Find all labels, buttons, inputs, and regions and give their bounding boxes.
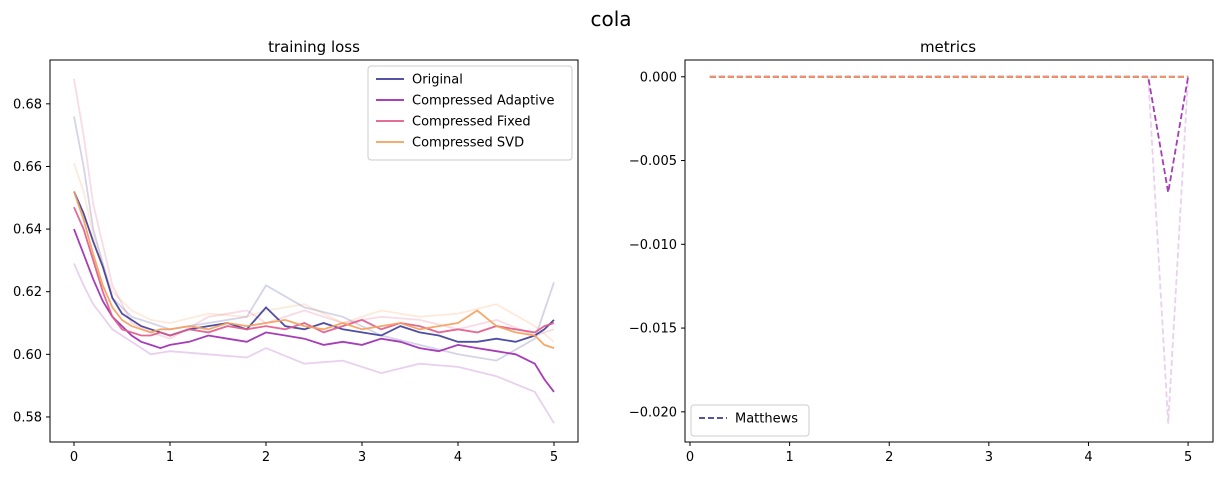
training-loss-shadow-line-3: [73, 163, 555, 343]
training-loss-series-line-0: [73, 191, 555, 343]
training-loss-legend-box: [367, 65, 573, 161]
training-loss-ytick-label: 0.68: [13, 97, 42, 112]
metrics-axes-frame: [684, 59, 1214, 443]
training-loss-ytick-label: 0.60: [13, 348, 42, 363]
training-loss-xtick-label: 1: [166, 450, 174, 465]
metrics-title: metrics: [920, 38, 976, 56]
training-loss-xtick-label: 3: [358, 450, 366, 465]
metrics-shadow-line-0: [1147, 76, 1189, 424]
training-loss-series-line-2: [73, 206, 555, 337]
training-loss-ytick-label: 0.62: [13, 285, 42, 300]
metrics-series-line-1: [709, 75, 1189, 193]
training-loss-legend-label: Original: [412, 73, 463, 88]
training-loss-series-line-3: [73, 191, 555, 349]
training-loss-shadow-line-1: [73, 263, 555, 424]
metrics-ytick-label: −0.015: [629, 322, 677, 337]
metrics-xtick-label: 0: [686, 450, 694, 465]
training-loss-title: training loss: [268, 38, 360, 56]
metrics-xtick-label: 4: [1084, 450, 1092, 465]
training-loss-xtick-label: 2: [262, 450, 270, 465]
metrics-xtick-label: 1: [785, 450, 793, 465]
metrics-xtick-label: 3: [985, 450, 993, 465]
metrics-ytick-label: −0.020: [629, 405, 677, 420]
training-loss-legend-label: Compressed Fixed: [412, 115, 531, 130]
metrics-ytick-label: −0.005: [629, 154, 677, 169]
metrics-panel: metrics 0 1 2 3 4 5 0.000 −0.005 −0.010 −0.015 −0.…: [629, 38, 1214, 465]
metrics-ytick-label: 0.000: [640, 70, 677, 85]
metrics-xtick-label: 5: [1184, 450, 1192, 465]
metrics-xtick-label: 2: [885, 450, 893, 465]
training-loss-xtick-label: 4: [454, 450, 462, 465]
figure-suptitle: cola: [590, 7, 631, 31]
training-loss-legend: Original Compressed Adaptive Compressed Fi…: [367, 65, 573, 161]
training-loss-ytick-label: 0.64: [13, 223, 42, 238]
training-loss-panel: training loss 0 1 2 3 4 5 0.58 0.60 0.62 0.64 0.66…: [13, 38, 579, 465]
training-loss-series-line-1: [73, 228, 555, 393]
training-loss-ytick-label: 0.58: [13, 410, 42, 425]
metrics-legend-box: [690, 404, 810, 437]
training-loss-legend-label: Compressed Adaptive: [412, 94, 554, 109]
training-loss-legend-label: Compressed SVD: [412, 136, 524, 151]
training-loss-xtick-label: 0: [70, 450, 78, 465]
training-loss-shadow-line-2: [73, 78, 555, 340]
metrics-legend: Matthews: [690, 404, 810, 437]
metrics-legend-label: Matthews: [735, 412, 798, 427]
training-loss-ytick-label: 0.66: [13, 160, 42, 175]
training-loss-axes-frame: [49, 59, 579, 443]
training-loss-xtick-label: 5: [550, 450, 558, 465]
metrics-ytick-label: −0.010: [629, 238, 677, 253]
